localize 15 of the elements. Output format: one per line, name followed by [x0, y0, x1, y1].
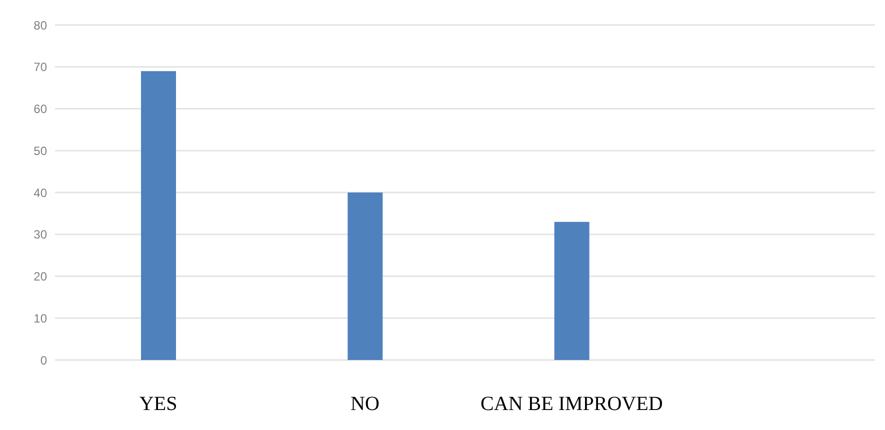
- y-tick-label: 50: [34, 144, 48, 158]
- x-tick-label: NO: [350, 393, 380, 416]
- y-tick-label: 20: [34, 270, 48, 284]
- y-tick-label: 10: [34, 311, 48, 326]
- bar: [554, 222, 590, 360]
- y-tick-label: 0: [40, 353, 48, 368]
- y-tick-label: 80: [34, 18, 48, 32]
- y-tick-label: 60: [34, 102, 48, 116]
- y-tick-label: 40: [34, 186, 48, 200]
- y-tick-label: 30: [34, 228, 48, 242]
- x-tick-label: YES: [139, 393, 178, 416]
- bar: [141, 71, 176, 360]
- bar: [348, 192, 383, 360]
- x-tick-label: CAN BE IMPROVED: [480, 393, 663, 416]
- y-tick-label: 70: [34, 60, 48, 74]
